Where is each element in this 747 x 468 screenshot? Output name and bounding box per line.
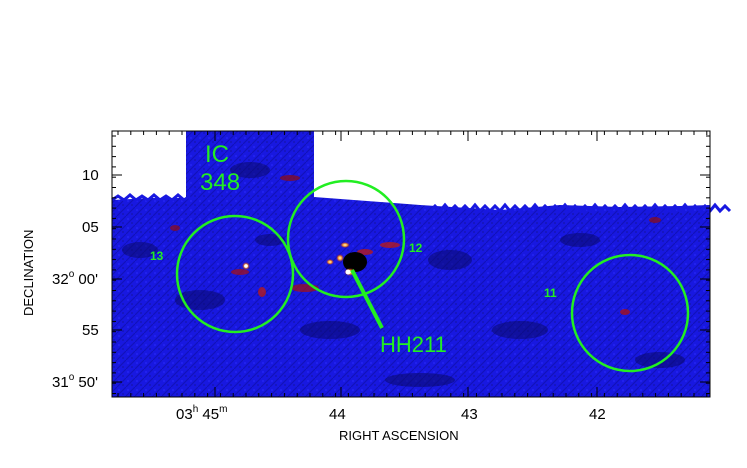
plot-frame — [111, 130, 711, 398]
ic348-label-line1: IC — [205, 141, 229, 168]
y-tick-label-55: 55 — [82, 322, 99, 339]
field-11-circle — [570, 253, 690, 373]
field-circles — [175, 179, 690, 373]
x-tick-label-43: 43 — [461, 406, 478, 423]
hh211-label: HH211 — [380, 332, 447, 357]
background-mottling — [122, 162, 685, 387]
x-tick-label-44: 44 — [329, 406, 346, 423]
hh211-source — [326, 242, 367, 276]
field-13-label: 13 — [150, 249, 164, 263]
faint-emission — [170, 175, 661, 315]
y-tick-label-31-50: 31o 50' — [52, 372, 98, 391]
axis-ticks — [112, 131, 710, 397]
y-axis-title: DECLINATION — [21, 230, 36, 316]
y-tick-label-10: 10 — [82, 167, 99, 184]
x-tick-label-42: 42 — [589, 406, 606, 423]
field-12-circle — [286, 179, 406, 299]
field-13-circle — [175, 214, 295, 334]
hh211-pointer — [350, 269, 384, 329]
x-tick-label-03h45m: 03h 45m — [176, 404, 227, 423]
field-11-label: 11 — [544, 286, 557, 300]
field-13-source — [242, 262, 250, 270]
y-tick-label-32-00: 32o 00' — [52, 269, 98, 288]
x-axis-title: RIGHT ASCENSION — [339, 428, 459, 443]
y-tick-label-05: 05 — [82, 219, 99, 236]
coverage-map — [111, 131, 732, 397]
ic348-label-line2: 348 — [200, 169, 240, 196]
field-12-label: 12 — [409, 241, 423, 255]
